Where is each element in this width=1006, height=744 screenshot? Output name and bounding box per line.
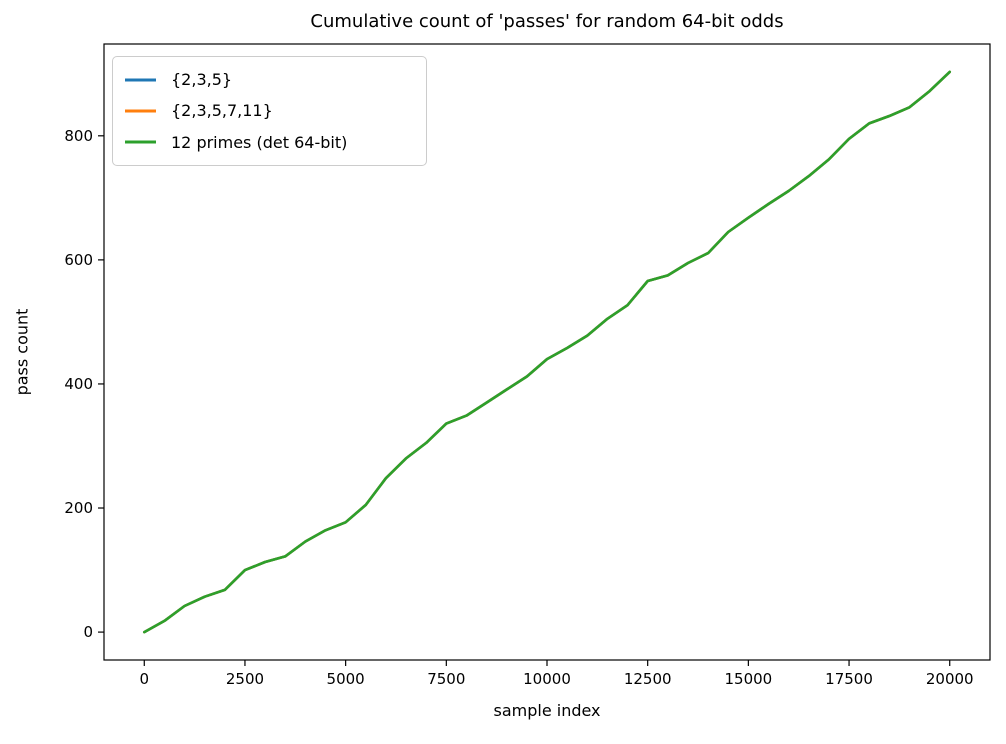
x-tick-label: 20000 (926, 670, 974, 688)
x-tick-label: 0 (139, 670, 149, 688)
legend-item: {2,3,5} (124, 65, 414, 95)
legend-item: {2,3,5,7,11} (124, 96, 414, 126)
x-tick-label: 5000 (327, 670, 365, 688)
legend-line-swatch-blue (125, 78, 156, 82)
legend-label: 12 primes (det 64-bit) (171, 132, 348, 152)
y-tick-label: 400 (64, 375, 93, 393)
y-tick-label: 0 (83, 623, 93, 641)
y-axis-label: pass count (12, 308, 32, 396)
x-axis-label: sample index (493, 701, 601, 720)
legend-label: {2,3,5,7,11} (171, 101, 273, 121)
x-tick-label: 12500 (624, 670, 672, 688)
legend-line-swatch-green (125, 140, 156, 144)
x-tick-label: 10000 (523, 670, 571, 688)
x-tick-label: 7500 (427, 670, 465, 688)
series-line-2 (143, 70, 952, 634)
y-tick-label: 600 (64, 251, 93, 269)
legend-item: 12 primes (det 64-bit) (124, 127, 414, 157)
legend-label: {2,3,5} (171, 70, 233, 90)
x-tick-label: 15000 (725, 670, 773, 688)
x-tick-label: 17500 (825, 670, 873, 688)
y-tick-label: 200 (64, 499, 93, 517)
y-tick-label: 800 (64, 127, 93, 145)
legend-line-swatch-orange (125, 109, 156, 113)
chart-title: Cumulative count of 'passes' for random … (310, 11, 784, 32)
legend: {2,3,5} {2,3,5,7,11} 12 primes (det 64-b… (112, 56, 427, 166)
x-tick-label: 2500 (226, 670, 264, 688)
